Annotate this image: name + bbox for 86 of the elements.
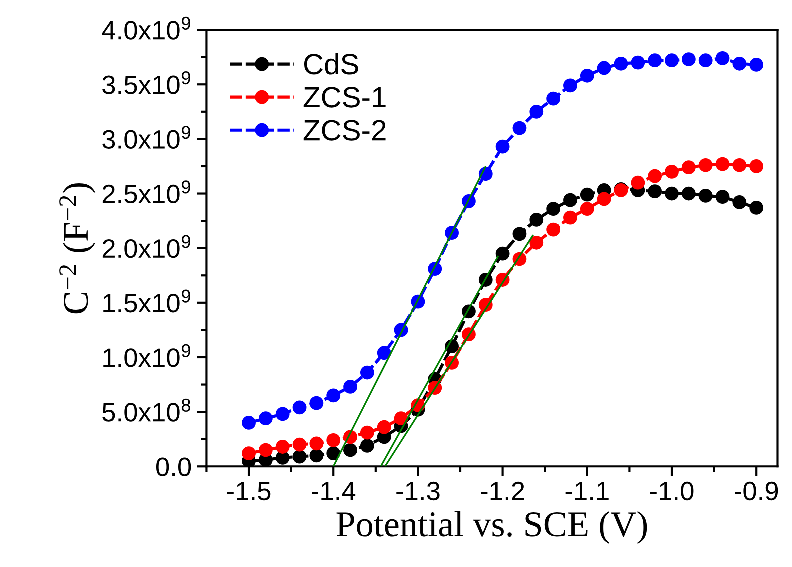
point [716,190,730,204]
point [698,54,713,68]
point [377,346,392,360]
point [546,202,561,216]
point [292,450,307,464]
point [496,246,510,261]
point [496,140,510,154]
y-tick-label: 0.0 [156,458,192,476]
point [394,412,408,426]
point [614,56,628,71]
point [750,201,764,215]
point [648,54,662,68]
point [546,222,561,237]
point [732,158,747,172]
point [732,56,747,71]
point [597,61,612,76]
point [326,388,341,403]
point [377,420,392,434]
point [360,366,374,380]
point [530,213,544,227]
point [512,227,527,242]
point [564,193,578,208]
point [326,446,341,460]
y-axis-title: C$^{−2}$ (F$^{−2}$) [60,183,96,314]
point [344,443,358,458]
point [344,380,358,394]
point [564,210,578,225]
point [580,202,594,216]
point [546,92,561,106]
point [310,436,324,451]
legend-label: ZCS-2 [304,120,386,141]
point [530,236,544,250]
y-tick-label: 1.5x10$^{9}$ [104,290,190,313]
point [310,448,324,463]
point [665,165,679,179]
y-tick-label: 4.0x10$^{9}$ [102,16,190,40]
legend-label: ZCS-1 [304,87,386,108]
point [698,189,713,203]
point [631,176,646,190]
point [682,52,696,66]
y-tick-label: 5.0x10$^{8}$ [102,398,191,422]
point [292,400,307,415]
point [276,440,290,454]
point [242,446,256,460]
point [360,438,374,453]
point [258,412,273,426]
point [682,186,696,201]
point [276,407,290,422]
point [665,54,679,68]
point [732,196,747,210]
point [564,78,578,93]
point [326,434,341,448]
point [580,188,594,202]
x-tick-label: -1.1 [566,482,609,500]
point [750,160,764,174]
point [665,186,679,201]
point [716,51,730,66]
x-tick-label: -1.2 [481,482,524,500]
point [360,426,374,440]
x-tick-label: -1.3 [396,482,440,501]
x-axis-title: Potential vs. SCE (V) [336,511,648,544]
point [682,160,696,175]
point [698,158,713,172]
point [292,438,307,452]
point [597,192,612,206]
x-tick-label: -0.9 [735,482,778,501]
point [258,443,273,458]
point [750,58,764,72]
x-tick-label: -1.5 [227,482,271,501]
point [242,416,256,430]
point [631,56,646,70]
point [530,104,544,119]
y-tick-label: 2.5x10$^{9}$ [102,180,190,204]
x-tick-label: -1.4 [312,482,356,500]
point [580,68,594,83]
y-tick-label: 3.5x10$^{9}$ [102,71,190,94]
point [512,121,527,136]
point [310,396,324,410]
y-tick-label: 1.0x10$^{9}$ [104,344,190,368]
y-tick-label: 3.0x10$^{9}$ [102,126,190,149]
point [716,157,730,172]
legend-label: CdS [304,53,358,75]
point [648,169,662,184]
x-tick-label: -1.0 [650,482,694,501]
point [648,184,662,199]
y-tick-label: 2.0x10$^{9}$ [102,235,190,258]
